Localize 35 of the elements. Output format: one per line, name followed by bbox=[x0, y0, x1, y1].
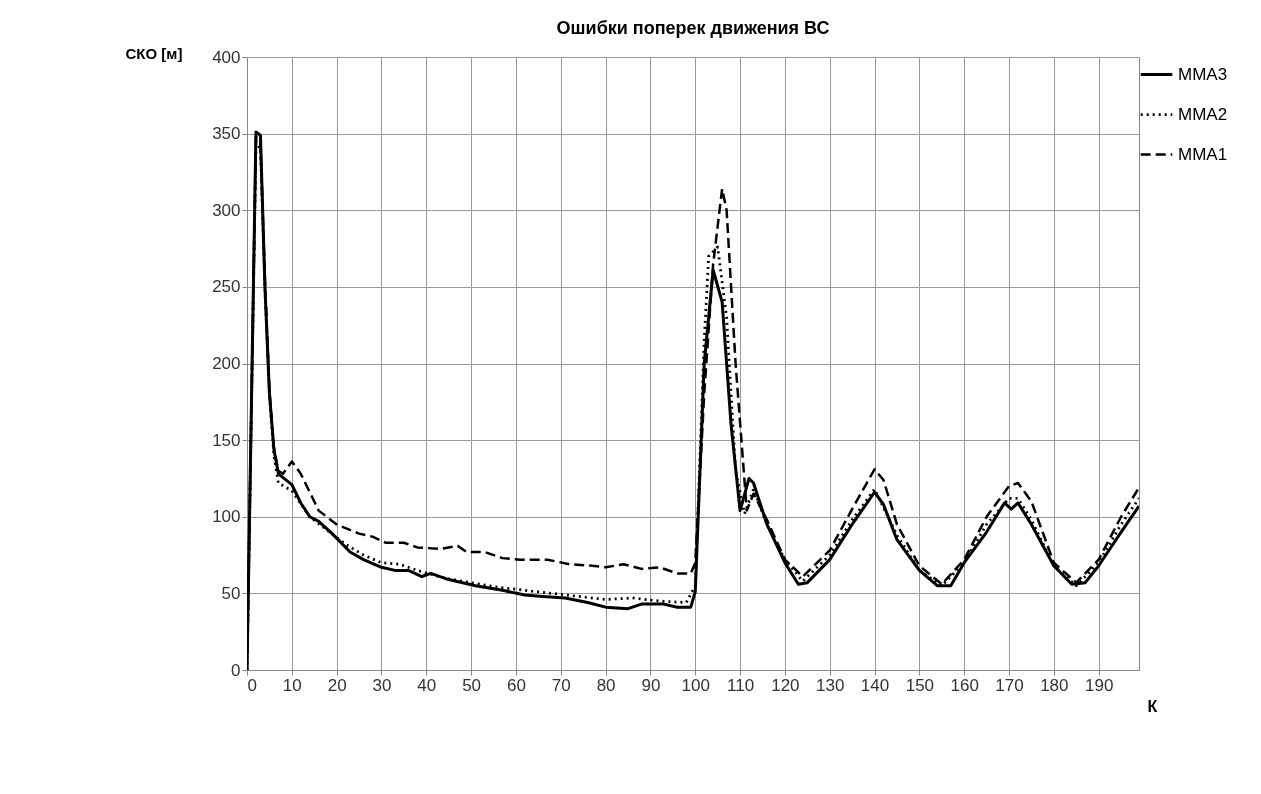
y-tick-label: 100 bbox=[212, 507, 241, 527]
x-tick-label: 10 bbox=[282, 675, 302, 695]
y-tick-label: 350 bbox=[212, 124, 241, 144]
x-tick-label: 20 bbox=[327, 675, 347, 695]
y-tick-label: 400 bbox=[212, 47, 241, 67]
x-tick-label: 140 bbox=[860, 675, 890, 695]
x-tick-label: 60 bbox=[506, 675, 526, 695]
x-tick-label: 150 bbox=[905, 675, 935, 695]
x-tick-label: 120 bbox=[771, 675, 800, 695]
x-tick-label: 90 bbox=[641, 675, 661, 695]
y-tick-label: 250 bbox=[212, 277, 241, 297]
x-tick-label: 110 bbox=[727, 675, 755, 695]
legend-label: MMA3 bbox=[1178, 64, 1228, 84]
x-tick-label: 40 bbox=[417, 675, 437, 695]
x-tick-label: 180 bbox=[1040, 675, 1069, 695]
legend-label: MMA1 bbox=[1178, 144, 1228, 164]
y-tick-label: 150 bbox=[212, 430, 241, 450]
x-tick-label: 70 bbox=[551, 675, 571, 695]
x-tick-label: 170 bbox=[995, 675, 1024, 695]
y-tick-label: 0 bbox=[231, 660, 241, 680]
x-tick-label: 0 bbox=[247, 675, 257, 695]
x-tick-label: 100 bbox=[681, 675, 710, 695]
x-tick-label: 160 bbox=[950, 675, 979, 695]
y-tick-label: 200 bbox=[212, 354, 241, 373]
y-tick-label: 300 bbox=[212, 200, 241, 220]
x-tick-label: 80 bbox=[596, 675, 616, 695]
x-tick-label: 190 bbox=[1084, 675, 1114, 695]
chart-title: Ошибки поперек движения ВС bbox=[556, 18, 830, 38]
y-axis-title: СКО [м] bbox=[125, 44, 183, 62]
y-tick-label: 50 bbox=[221, 583, 241, 603]
x-tick-label: 30 bbox=[372, 675, 392, 695]
x-tick-label: 50 bbox=[462, 675, 482, 695]
legend-label: MMA2 bbox=[1178, 104, 1228, 124]
x-tick-label: 130 bbox=[816, 675, 845, 695]
x-axis-title: К bbox=[1147, 697, 1158, 715]
